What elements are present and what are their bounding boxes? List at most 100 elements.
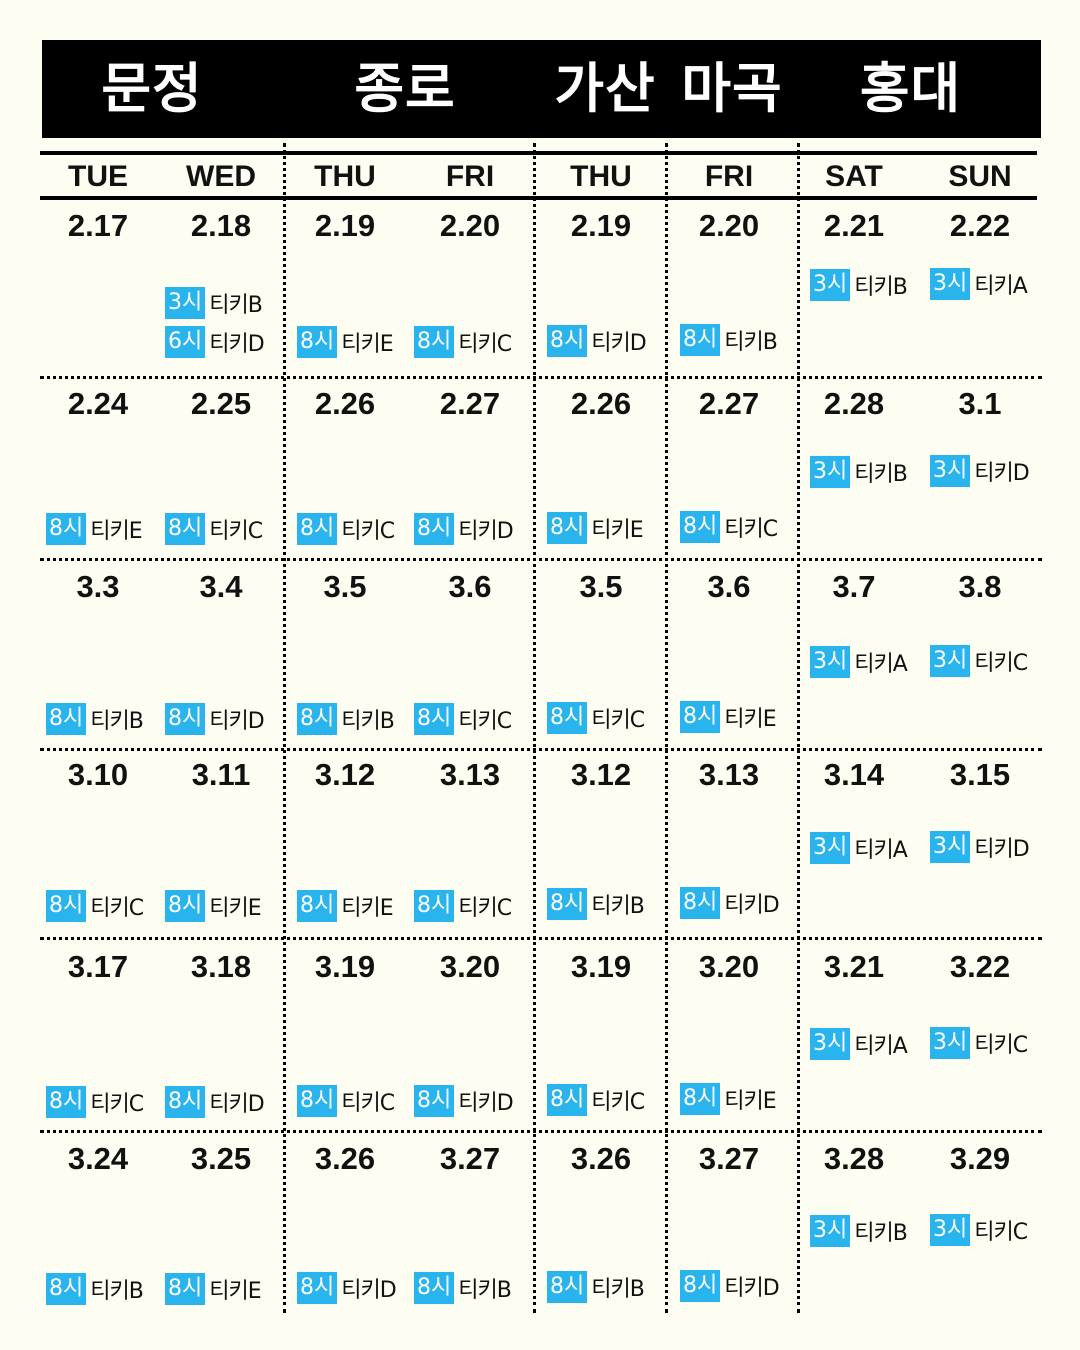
date-label: 2.26 [570, 386, 632, 421]
event-label: 티키A [854, 652, 908, 677]
schedule-event[interactable]: 8시 티키D [680, 887, 780, 919]
event-time-badge: 8시 [547, 325, 588, 357]
event-time-badge: 8시 [680, 324, 721, 356]
schedule-event[interactable]: 8시 티키D [414, 1085, 514, 1117]
date-label: 3.7 [832, 569, 876, 604]
date-label: 2.24 [67, 386, 129, 421]
schedule-event[interactable]: 8시 티키C [680, 511, 778, 543]
divider-vertical [797, 143, 800, 1313]
event-label: 티키E [209, 896, 261, 921]
weekday-label: WED [186, 160, 256, 193]
schedule-event[interactable]: 8시 티키C [414, 326, 512, 358]
schedule-event[interactable]: 8시 티키B [547, 1271, 645, 1303]
schedule-event[interactable]: 3시 티키B [810, 456, 908, 488]
date-label: 3.24 [67, 1141, 129, 1176]
event-time-badge: 8시 [547, 702, 588, 734]
schedule-event[interactable]: 8시 티키C [547, 702, 645, 734]
schedule-event[interactable]: 6시 티키D [165, 326, 265, 358]
schedule-event[interactable]: 3시 티키B [810, 269, 908, 301]
date-label: 3.29 [949, 1141, 1011, 1176]
schedule-event[interactable]: 8시 티키D [165, 703, 265, 735]
event-time-badge: 3시 [810, 832, 851, 864]
schedule-event[interactable]: 3시 티키A [810, 832, 908, 864]
schedule-event[interactable]: 8시 티키B [680, 324, 778, 356]
schedule-event[interactable]: 8시 티키B [46, 1273, 144, 1305]
date-label: 3.4 [199, 569, 243, 604]
event-label: 티키B [90, 1279, 144, 1304]
event-label: 티키E [591, 518, 643, 543]
schedule-event[interactable]: 3시 티키D [930, 831, 1030, 863]
schedule-event[interactable]: 8시 티키E [46, 513, 143, 545]
event-label: 티키C [458, 709, 512, 734]
schedule-event[interactable]: 8시 티키C [165, 513, 263, 545]
schedule-event[interactable]: 8시 티키E [165, 1273, 262, 1305]
event-label: 티키D [209, 332, 264, 357]
schedule-event[interactable]: 8시 티키C [297, 513, 395, 545]
event-time-badge: 3시 [165, 287, 206, 319]
schedule-event[interactable]: 8시 티키E [297, 326, 394, 358]
event-time-badge: 8시 [165, 890, 206, 922]
schedule-event[interactable]: 3시 티키D [930, 455, 1030, 487]
schedule-event[interactable]: 8시 티키D [414, 513, 514, 545]
date-label: 3.5 [579, 569, 623, 604]
schedule-event[interactable]: 8시 티키B [297, 703, 395, 735]
schedule-event[interactable]: 8시 티키C [414, 703, 512, 735]
event-label: 티키C [591, 1090, 645, 1115]
schedule-event[interactable]: 8시 티키C [414, 890, 512, 922]
schedule-event[interactable]: 8시 티키D [297, 1272, 397, 1304]
event-time-badge: 3시 [930, 1214, 971, 1246]
schedule-event[interactable]: 3시 티키A [810, 1028, 908, 1060]
event-time-badge: 8시 [297, 1272, 338, 1304]
event-time-badge: 8시 [46, 513, 87, 545]
date-label: 2.19 [570, 208, 632, 243]
schedule-event[interactable]: 3시 티키C [930, 1214, 1028, 1246]
schedule-event[interactable]: 8시 티키E [547, 512, 644, 544]
schedule-event[interactable]: 8시 티키C [297, 1085, 395, 1117]
date-label: 2.21 [823, 208, 885, 243]
event-time-badge: 8시 [414, 890, 455, 922]
schedule-event[interactable]: 8시 티키E [165, 890, 262, 922]
event-time-badge: 8시 [547, 888, 588, 920]
location-header: 문정 종로 가산 마곡 홍대 [42, 40, 1041, 138]
schedule-event[interactable]: 3시 티키C [930, 645, 1028, 677]
event-time-badge: 8시 [547, 1271, 588, 1303]
event-time-badge: 8시 [680, 1270, 721, 1302]
schedule-event[interactable]: 8시 티키B [547, 888, 645, 920]
date-label: 2.20 [439, 208, 501, 243]
event-label: 티키E [724, 1089, 776, 1114]
date-label: 3.18 [190, 949, 252, 984]
date-label: 3.1 [958, 386, 1002, 421]
schedule-event[interactable]: 8시 티키D [547, 325, 647, 357]
date-label: 3.8 [958, 569, 1002, 604]
schedule-event[interactable]: 8시 티키C [46, 890, 144, 922]
event-label: 티키E [341, 332, 393, 357]
schedule-event[interactable]: 8시 티키D [680, 1270, 780, 1302]
date-label: 3.20 [698, 949, 760, 984]
date-label: 3.14 [823, 757, 885, 792]
schedule-event[interactable]: 8시 티키B [46, 703, 144, 735]
schedule-event[interactable]: 8시 티키B [414, 1272, 512, 1304]
schedule-event[interactable]: 3시 티키B [810, 1215, 908, 1247]
date-label: 3.26 [570, 1141, 632, 1176]
schedule-event[interactable]: 8시 티키C [46, 1086, 144, 1118]
event-label: 티키A [854, 838, 908, 863]
schedule-event[interactable]: 8시 티키E [680, 701, 777, 733]
schedule-event[interactable]: 8시 티키E [680, 1083, 777, 1115]
schedule-event[interactable]: 8시 티키D [165, 1086, 265, 1118]
event-label: 티키C [974, 1220, 1028, 1245]
divider-horizontal [40, 376, 1042, 379]
schedule-event[interactable]: 3시 티키A [930, 268, 1028, 300]
date-label: 2.27 [439, 386, 501, 421]
event-time-badge: 8시 [46, 703, 87, 735]
schedule-event[interactable]: 3시 티키B [165, 287, 263, 319]
event-time-badge: 3시 [810, 1215, 851, 1247]
schedule-event[interactable]: 8시 티키C [547, 1084, 645, 1116]
schedule-event[interactable]: 8시 티키E [297, 890, 394, 922]
date-label: 3.5 [323, 569, 367, 604]
event-label: 티키E [724, 707, 776, 732]
date-label: 2.19 [314, 208, 376, 243]
event-label: 티키B [854, 462, 908, 487]
schedule-event[interactable]: 3시 티키C [930, 1027, 1028, 1059]
schedule-event[interactable]: 3시 티키A [810, 646, 908, 678]
weekday-label: SUN [948, 160, 1012, 193]
